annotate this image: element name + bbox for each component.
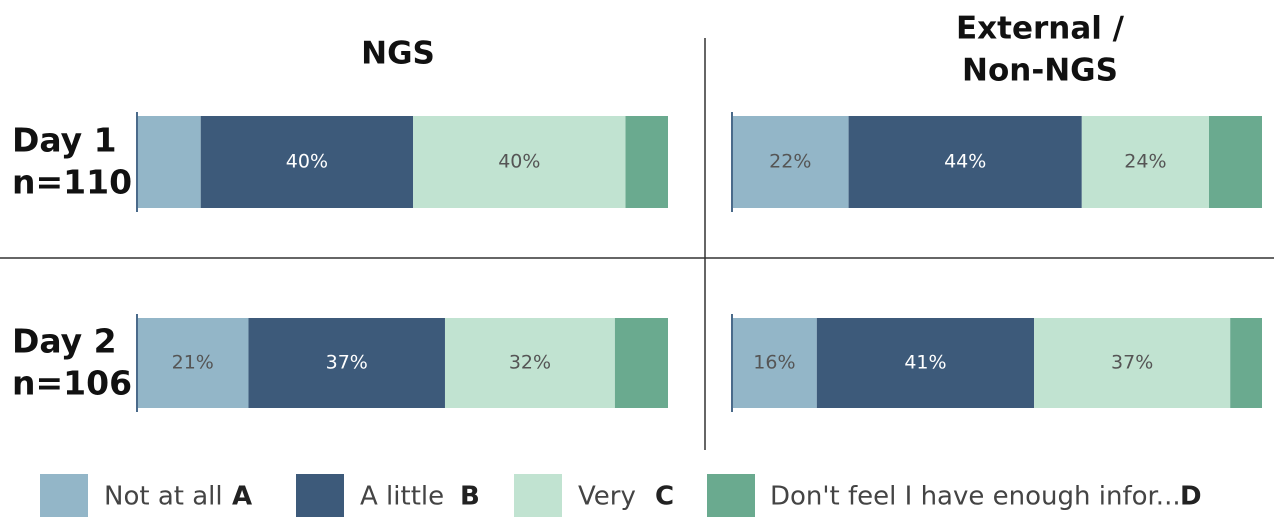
bar-segment bbox=[248, 318, 445, 408]
row-label: Day 1 bbox=[12, 121, 117, 160]
bar-segment bbox=[444, 318, 615, 408]
bar-segment bbox=[1034, 318, 1231, 408]
legend-label: Don't feel I have enough infor... bbox=[770, 482, 1181, 512]
column-title: External / bbox=[956, 11, 1125, 47]
bar-segment bbox=[732, 318, 817, 408]
legend-swatch bbox=[707, 474, 755, 517]
bar-segment bbox=[614, 318, 668, 408]
value-label: 40% bbox=[286, 151, 328, 173]
value-label: 16% bbox=[753, 352, 795, 374]
value-label: 44% bbox=[944, 151, 986, 173]
legend-swatch bbox=[296, 474, 344, 517]
bar-segment bbox=[200, 116, 414, 208]
bar-segment bbox=[1081, 116, 1209, 208]
bar-segment bbox=[137, 116, 201, 208]
legend-swatch bbox=[514, 474, 562, 517]
value-label: 41% bbox=[904, 352, 946, 374]
column-title: Non-NGS bbox=[962, 53, 1118, 89]
value-label: 40% bbox=[498, 151, 540, 173]
value-label: 21% bbox=[172, 352, 214, 374]
value-label: 22% bbox=[769, 151, 811, 173]
value-label: 37% bbox=[1111, 352, 1153, 374]
legend-key: A bbox=[232, 482, 252, 512]
bar-segment bbox=[1230, 318, 1262, 408]
legend-key: D bbox=[1180, 482, 1202, 512]
bar-segment bbox=[848, 116, 1082, 208]
value-label: 24% bbox=[1124, 151, 1166, 173]
value-label: 32% bbox=[509, 352, 551, 374]
bar-segment bbox=[816, 318, 1035, 408]
bar-segment bbox=[413, 116, 626, 208]
bar-segment bbox=[137, 318, 249, 408]
row-label: n=106 bbox=[12, 364, 132, 403]
column-title: NGS bbox=[361, 36, 435, 72]
bar-segment bbox=[732, 116, 849, 208]
row-label: n=110 bbox=[12, 163, 132, 202]
bar-segment bbox=[1209, 116, 1262, 208]
legend-key: C bbox=[655, 482, 674, 512]
row-label: Day 2 bbox=[12, 322, 117, 361]
legend-label: Not at all bbox=[104, 482, 223, 512]
value-label: 37% bbox=[326, 352, 368, 374]
legend-swatch bbox=[40, 474, 88, 517]
legend-label: A little bbox=[360, 482, 444, 512]
legend-key: B bbox=[460, 482, 480, 512]
legend-label: Very bbox=[578, 482, 636, 512]
bar-segment bbox=[625, 116, 668, 208]
